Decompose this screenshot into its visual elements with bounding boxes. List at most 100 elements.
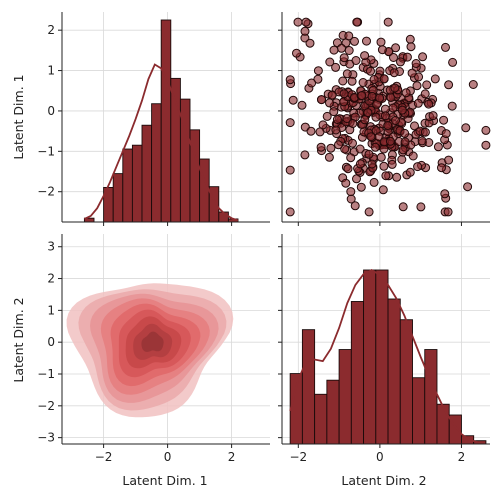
histogram-bar — [387, 298, 401, 445]
scatter-point — [307, 78, 317, 88]
scatter-point — [447, 101, 457, 111]
kde-latent-dim-1-vs-dim-2-panel: −3 −2 −1 0 1 2 3 −2 0 2 — [37, 234, 270, 464]
scatter-point — [337, 43, 346, 53]
scatter-point — [379, 74, 389, 84]
scatter-point — [379, 161, 389, 171]
y-tick-label: 3 — [47, 240, 55, 254]
scatter-point — [398, 202, 408, 212]
scatter-point — [348, 119, 358, 128]
histogram-bar — [199, 158, 210, 223]
scatter-point — [325, 98, 334, 108]
scatter-point — [370, 142, 380, 152]
kde-curve — [84, 63, 239, 222]
scatter-point — [407, 68, 417, 78]
y-tick-label: 2 — [47, 272, 55, 286]
histogram-bar — [122, 148, 133, 223]
scatter-point — [400, 128, 410, 138]
scatter-point — [391, 43, 401, 53]
histogram-bar — [301, 329, 316, 445]
scatter-point — [433, 142, 443, 152]
scatter-point — [352, 174, 361, 184]
scatter-point — [397, 155, 407, 164]
histogram-latent-dim-1-panel: −2 −1 0 1 2 — [37, 12, 270, 226]
histogram-bar — [424, 349, 438, 445]
scatter-point — [316, 142, 326, 152]
scatter-point — [481, 140, 491, 150]
scatter-point — [369, 177, 379, 187]
scatter-point — [358, 78, 368, 87]
scatter-point — [411, 59, 421, 68]
scatter-point — [420, 89, 430, 99]
histogram-bar — [160, 19, 172, 223]
scatter-point — [440, 189, 450, 199]
scatter-point — [355, 159, 365, 169]
histogram-bar — [338, 349, 352, 445]
scatter-point — [401, 88, 411, 98]
scatter-point — [334, 140, 343, 150]
histogram-bar — [314, 393, 328, 445]
y-tick-label: 1 — [47, 303, 55, 317]
scatter-point — [360, 115, 370, 125]
scatter-point — [329, 45, 339, 55]
scatter-point — [443, 207, 453, 217]
scatter-point — [387, 159, 397, 169]
scatter-point — [441, 129, 451, 139]
y-axis-label-bottom: Latent Dim. 2 — [11, 297, 26, 382]
density-contour-level — [141, 331, 164, 352]
scatter-point — [322, 111, 332, 121]
scatter-point — [376, 37, 386, 47]
y-tick-label: −1 — [37, 367, 55, 381]
scatter-point — [398, 145, 408, 155]
scatter-point — [364, 149, 374, 159]
scatter-point — [397, 105, 407, 115]
scatter-point — [306, 126, 316, 136]
scatter-point — [357, 91, 367, 100]
scatter-point — [292, 48, 301, 58]
scatter-point — [461, 123, 471, 133]
histogram-bar — [112, 173, 124, 223]
scatter-point — [367, 159, 377, 169]
scatter-point — [428, 111, 438, 121]
scatter-point — [344, 46, 354, 55]
scatter-point — [437, 163, 446, 173]
scatter-point — [414, 72, 424, 82]
scatter-point — [418, 52, 428, 62]
scatter-point — [376, 152, 386, 162]
scatter-point — [329, 107, 339, 117]
histogram-bar — [326, 379, 340, 445]
scatter-point — [351, 56, 361, 65]
histogram-bar — [151, 103, 162, 223]
scatter-point — [444, 155, 454, 165]
scatter-point — [343, 164, 353, 174]
scatter-point — [347, 76, 357, 86]
scatter-point — [356, 182, 366, 192]
scatter-point — [364, 207, 374, 217]
histogram-latent-dim-2-panel: −2 0 2 — [278, 234, 490, 464]
scatter-point — [341, 178, 351, 188]
histogram-bar — [399, 319, 413, 445]
x-axis-label-right: Latent Dim. 2 — [341, 473, 426, 488]
scatter-point — [389, 68, 399, 78]
scatter-point — [325, 57, 335, 67]
scatter-point — [448, 57, 458, 67]
y-tick-label: −2 — [37, 185, 55, 199]
scatter-point — [350, 201, 360, 211]
axis-labels: Latent Dim. 1 Latent Dim. 2 Latent Dim. … — [11, 74, 427, 488]
scatter-point — [338, 76, 348, 86]
scatter-point — [385, 136, 395, 146]
scatter-point — [422, 80, 432, 90]
x-tick-label: 2 — [228, 450, 236, 464]
scatter-point — [406, 42, 416, 52]
histogram-bar — [141, 124, 153, 223]
scatter-point — [285, 207, 295, 217]
scatter-point — [331, 62, 341, 72]
scatter-point — [339, 53, 349, 63]
scatter-point — [400, 137, 410, 147]
x-tick-label: 0 — [376, 450, 384, 464]
scatter-point — [293, 17, 303, 27]
scatter-point — [300, 26, 310, 36]
scatter-point — [366, 66, 375, 76]
scatter-point — [430, 74, 440, 84]
scatter-point — [468, 80, 478, 89]
scatter-point — [381, 171, 391, 181]
